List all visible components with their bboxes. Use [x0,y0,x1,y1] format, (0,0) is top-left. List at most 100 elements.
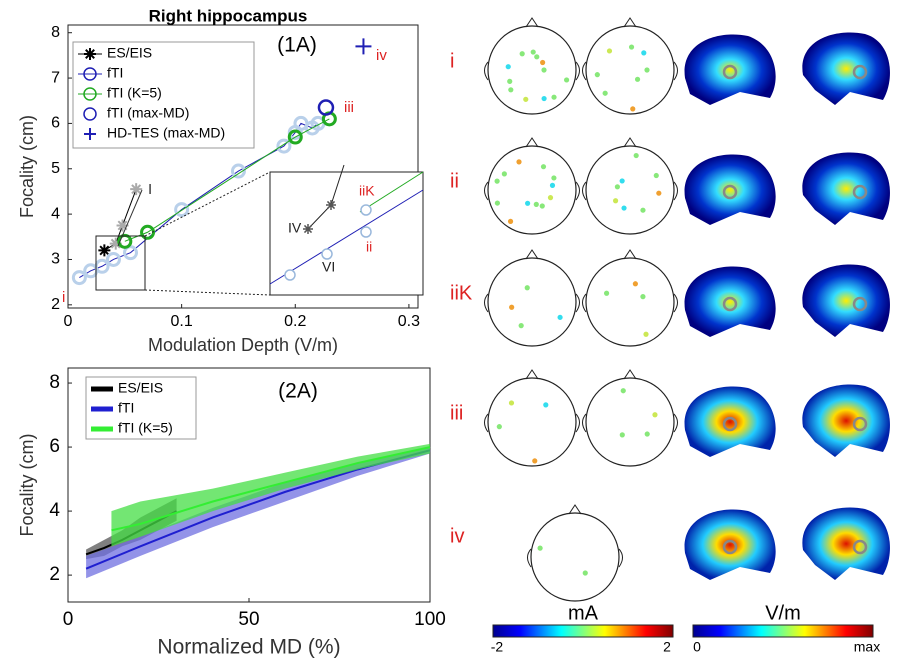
point [230,163,246,179]
head-nose [623,369,637,380]
legend-label: fTI (K=5) [107,85,162,101]
colorbar-tick: max [854,639,880,655]
chart-title: Right hippocampus [149,6,308,25]
inset-marks [360,226,372,238]
series-line [124,118,330,242]
head-outline [487,257,577,347]
electrode [494,200,500,206]
y-tick-label: 7 [51,69,60,86]
point [123,245,138,261]
y-tick-label: 2 [49,564,60,585]
point [287,129,303,145]
electrode [534,54,540,60]
legend-label: fTI (K=5) [118,420,173,436]
electrode [630,106,636,112]
head-nose [525,137,539,148]
row-label: ii [450,170,459,192]
electrode [634,76,641,82]
electrode [516,159,522,165]
electrode [494,178,500,184]
colorbar-tick: -2 [491,639,504,655]
x-tick-label: 0 [63,609,74,630]
electrode [539,203,545,209]
brain-map [802,32,890,105]
x-tick-label: 50 [238,609,259,630]
head-ears [582,293,678,313]
electrode [652,412,658,418]
electrode [632,281,638,287]
electrode [541,95,547,102]
electrode [505,64,511,70]
inset-lines [269,189,424,285]
x-tick-label: 0.2 [284,313,306,330]
head-ears [484,293,580,313]
x-axis-label: Normalized MD (%) [157,636,340,659]
brain-map [802,264,890,337]
brain-map [802,152,890,225]
electrode [540,164,547,170]
point [355,38,372,55]
electrode [540,59,546,66]
electrode [644,431,650,437]
electrode [619,178,625,184]
legend-label: ES/EIS [118,380,163,396]
electrode [508,400,515,406]
electrode [557,314,563,320]
electrode [602,90,608,96]
head-nose [525,17,539,28]
electrode [656,190,662,196]
head-outline [487,145,577,235]
electrode [507,218,514,224]
y-tick-label: 2 [51,296,60,313]
legend-swatch [84,128,96,140]
point [174,202,190,218]
series-line [104,189,137,251]
charts: 0 0.1 0.2 0.3 2 3 4 5 6 7 8 Modulation Depth (V/m) F… [17,6,446,658]
point [317,99,335,116]
y-tick-label: 6 [49,436,60,457]
y-axis-label: Focality (cm) [17,115,37,218]
annotation-arrow [117,189,143,247]
brain-map [802,384,890,457]
electrode [532,458,538,464]
electrode [641,50,647,56]
head-outline [487,377,577,467]
electrode [523,96,529,102]
electrode [606,48,613,54]
point [116,219,129,232]
target-marker [852,184,868,200]
head-ears [582,413,678,433]
point [71,270,87,286]
point [117,233,133,249]
inset-marks [303,200,336,234]
point [276,138,292,154]
brain-map [684,266,776,337]
head-outline [585,145,675,235]
y-tick-label: 4 [49,500,60,521]
electrode [547,195,554,201]
head-nose [623,249,637,260]
electrode [563,77,570,83]
brain-map [684,154,776,225]
electrode [633,152,639,159]
panel-label: (1A) [277,34,317,57]
electrode [541,67,547,73]
panel-label: (2A) [278,380,318,403]
electrode [549,182,556,188]
electrode [524,285,530,291]
head-nose [525,249,539,260]
row-label: iv [450,525,464,547]
target-marker [722,64,738,80]
electrode [525,200,531,206]
electrode [537,545,543,551]
band [111,443,430,547]
head-outline [585,25,675,115]
zoom-lines [144,171,271,296]
electrode [640,207,646,213]
electrode [530,49,536,55]
head-ears [527,548,623,568]
brain-map [684,34,776,105]
annotation: I [148,181,152,198]
